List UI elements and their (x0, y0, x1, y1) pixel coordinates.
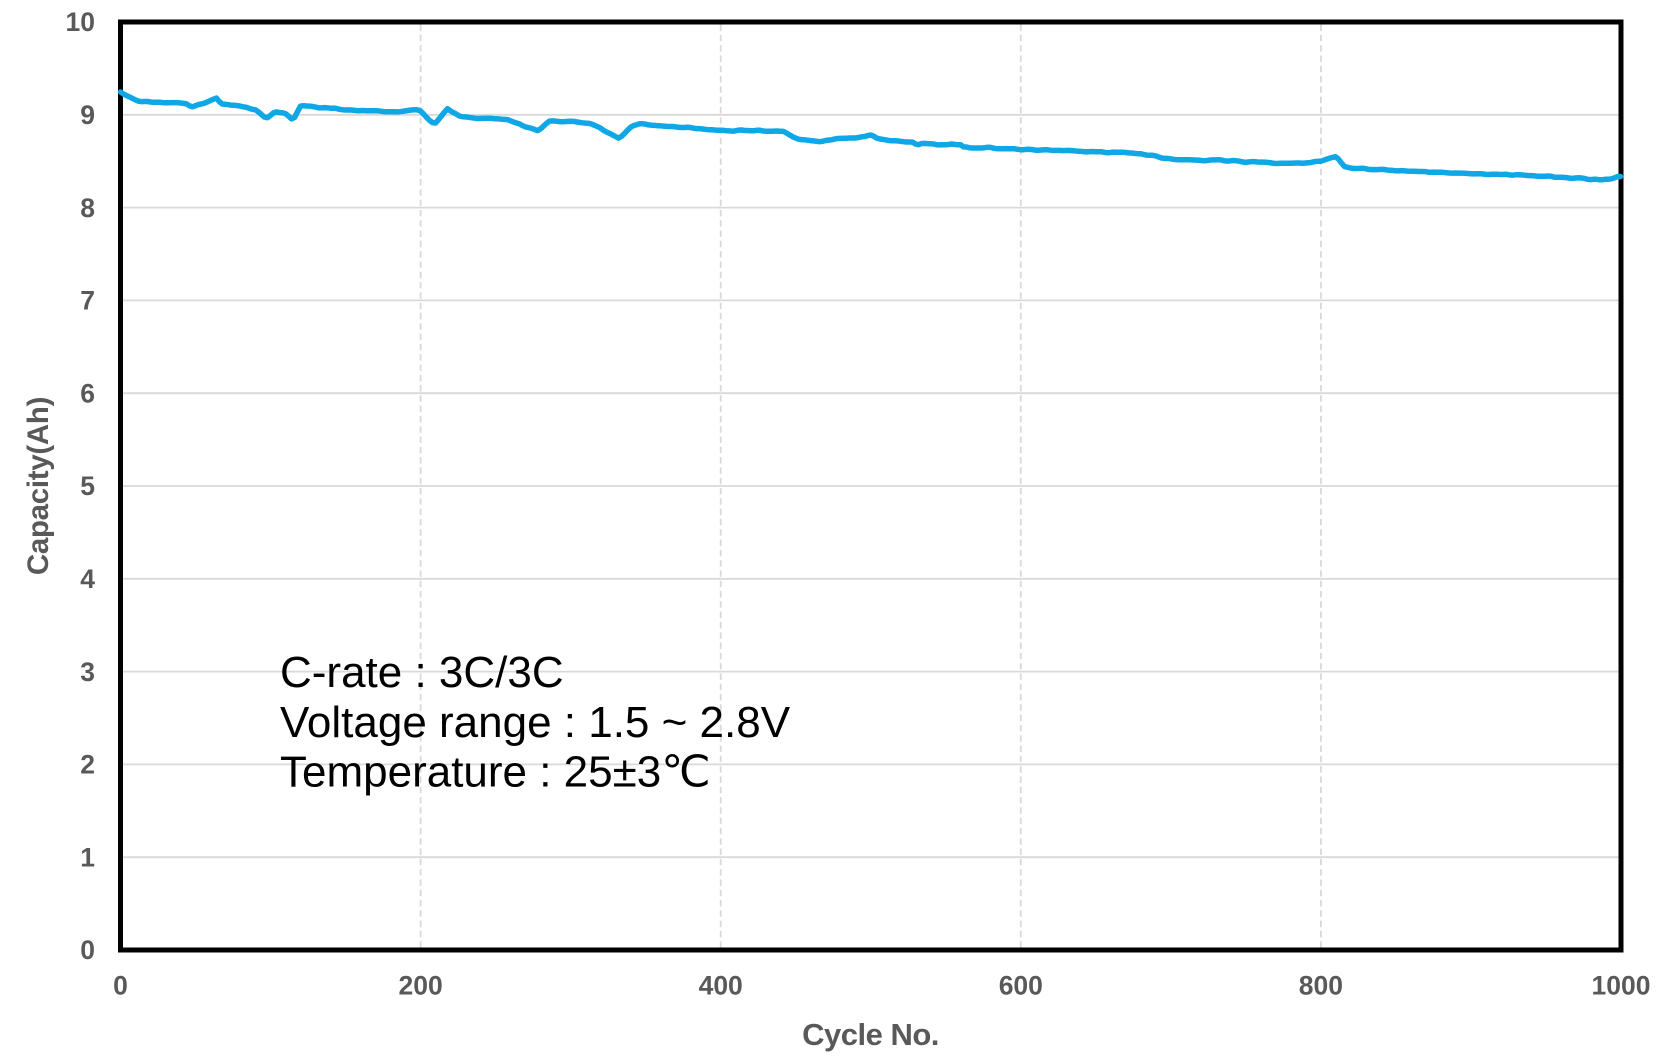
svg-text:0: 0 (80, 935, 95, 965)
svg-text:7: 7 (80, 286, 95, 316)
svg-text:800: 800 (1299, 971, 1343, 1001)
svg-text:Cycle No.: Cycle No. (802, 1017, 939, 1052)
svg-text:1: 1 (80, 842, 95, 872)
svg-text:1000: 1000 (1592, 971, 1651, 1001)
svg-text:2: 2 (80, 750, 95, 780)
svg-text:Temperature : 25±3℃: Temperature : 25±3℃ (280, 748, 711, 797)
svg-text:Capacity(Ah): Capacity(Ah) (22, 397, 55, 575)
svg-text:10: 10 (66, 7, 95, 37)
svg-text:C-rate : 3C/3C: C-rate : 3C/3C (280, 648, 564, 697)
svg-text:Voltage range : 1.5 ~ 2.8V: Voltage range : 1.5 ~ 2.8V (280, 698, 791, 747)
svg-text:3: 3 (80, 657, 95, 687)
svg-text:5: 5 (80, 471, 95, 501)
svg-text:400: 400 (699, 971, 743, 1001)
svg-text:9: 9 (80, 100, 95, 130)
svg-text:200: 200 (398, 971, 442, 1001)
svg-text:600: 600 (999, 971, 1043, 1001)
svg-text:6: 6 (80, 378, 95, 408)
svg-text:8: 8 (80, 193, 95, 223)
svg-text:4: 4 (80, 564, 95, 594)
svg-text:0: 0 (113, 971, 128, 1001)
